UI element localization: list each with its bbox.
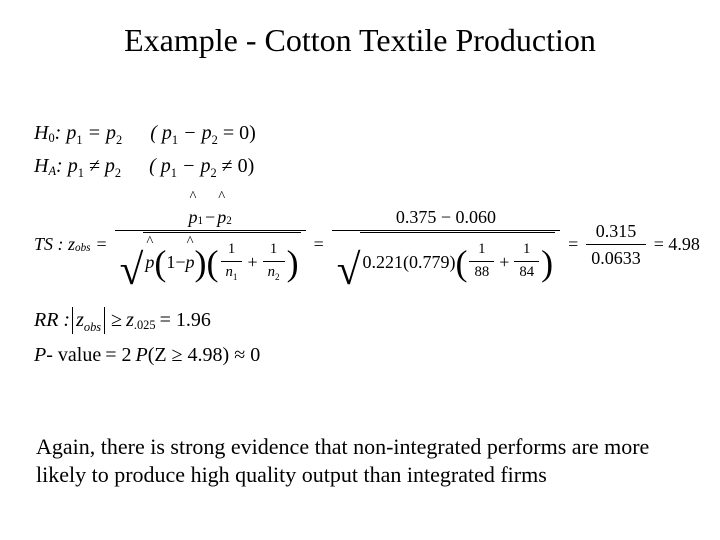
rr-eqval: = 1.96 xyxy=(160,307,211,334)
p-value: P - value = 2P(Z ≥ 4.98) ≈ 0 xyxy=(34,342,700,369)
den-plus: + xyxy=(247,250,257,274)
hypothesis-ha: HA : p1 ≠ p2 ( p1 − p2 ≠ 0) xyxy=(34,153,700,180)
pv-P: P xyxy=(34,342,46,369)
frac2d-n: n xyxy=(268,264,275,280)
sqrt-symbolic: √ ^p (1−^p) ( 1 n1 + 1 n2 xyxy=(120,232,301,284)
ts-eq1: = xyxy=(97,232,107,256)
mid-den-a: 0.221(0.779) xyxy=(362,250,455,274)
rr-ge: ≥ xyxy=(111,307,122,334)
ts-frac-right: 0.315 0.0633 xyxy=(586,218,646,272)
ts-eq2: = xyxy=(314,232,324,256)
rejection-region: RR : zobs ≥ z.025 = 1.96 xyxy=(34,307,700,334)
mid-f2n: 1 xyxy=(518,239,535,261)
mid-f1n: 1 xyxy=(473,239,490,261)
mid-numer: 0.375 − 0.060 xyxy=(391,204,501,230)
h0-p1: : p xyxy=(55,122,77,144)
phat1: p xyxy=(188,207,197,227)
ha-p1s: 1 xyxy=(78,166,84,180)
ha-paren-min: − p xyxy=(177,155,211,177)
slide-title: Example - Cotton Textile Production xyxy=(0,22,720,59)
ha-ne: ≠ p xyxy=(84,155,115,177)
h0-p2s: 2 xyxy=(116,133,122,147)
h0-paren-s1: 1 xyxy=(172,133,178,147)
h0-sub: 0 xyxy=(48,130,54,147)
frac1d-n: n xyxy=(226,264,233,280)
h0-body: : p1 = p2 xyxy=(55,120,123,147)
phat-pool: p xyxy=(145,252,154,272)
h0-paren-end: = 0) xyxy=(218,122,256,144)
ha-H: H xyxy=(34,153,48,180)
ts-frac-symbolic: ^p1 − ^p2 √ ^p (1−^p) ( 1 n1 + xyxy=(115,204,306,285)
phat2: p xyxy=(217,207,226,227)
pv-eq: = 2 xyxy=(105,342,131,369)
mid-f2d: 84 xyxy=(514,261,539,284)
ha-p2s: 2 xyxy=(115,166,121,180)
ts-label: TS : z xyxy=(34,232,75,256)
pv-Psym: P xyxy=(135,342,147,369)
conclusion-text: Again, there is strong evidence that non… xyxy=(36,433,684,490)
ha-paren-s1: 1 xyxy=(171,166,177,180)
ts-obs: obs xyxy=(75,241,91,256)
math-block: H0 : p1 = p2 ( p1 − p2 = 0) HA : p1 ≠ p2… xyxy=(34,120,700,375)
phat1s: 1 xyxy=(197,214,203,229)
ha-paren-end: ≠ 0) xyxy=(217,155,255,177)
sqrt-numeric: √ 0.221(0.779) ( 1 88 + 1 84 ) xyxy=(337,232,555,284)
rr-crit-sub: .025 xyxy=(134,317,156,334)
frac1n: 1 xyxy=(223,239,240,261)
ha-paren-s2: 2 xyxy=(210,166,216,180)
rr-obs: obs xyxy=(84,320,101,334)
h0-H: H xyxy=(34,120,48,147)
ha-paren-l: ( p xyxy=(149,155,171,177)
ts-frac-numeric: 0.375 − 0.060 √ 0.221(0.779) ( 1 88 + 1 xyxy=(332,204,560,285)
hypothesis-h0: H0 : p1 = p2 ( p1 − p2 = 0) xyxy=(34,120,700,147)
test-statistic: TS : zobs = ^p1 − ^p2 √ ^p (1−^p) ( 1 xyxy=(34,204,700,285)
ts-num-minus: − xyxy=(205,205,215,229)
h0-p1s: 1 xyxy=(76,133,82,147)
one-a: 1 xyxy=(166,250,175,274)
frac2d-s: 2 xyxy=(275,272,280,282)
ha-p1: : p xyxy=(56,155,78,177)
rr-zcrit: z xyxy=(126,307,134,334)
h0-paren-min: − p xyxy=(178,122,212,144)
right-den: 0.0633 xyxy=(586,244,646,271)
rr-z: z xyxy=(76,309,84,331)
pv-rest: - value xyxy=(46,342,101,369)
mid-f1d: 88 xyxy=(469,261,494,284)
mid-plus: + xyxy=(499,250,509,274)
h0-eq: = p xyxy=(83,122,117,144)
ha-body: : p1 ≠ p2 xyxy=(56,153,121,180)
h0-paren: ( p1 − p2 = 0) xyxy=(150,120,256,147)
frac2n: 1 xyxy=(265,239,282,261)
h0-paren-l: ( p xyxy=(150,122,172,144)
ha-sub: A xyxy=(48,163,56,180)
rr-abs: zobs xyxy=(72,307,105,334)
ts-result: = 4.98 xyxy=(654,232,700,256)
ts-eq3: = xyxy=(568,232,578,256)
phat2s: 2 xyxy=(226,214,232,229)
phat-pool2: p xyxy=(186,252,195,272)
frac1d-s: 1 xyxy=(233,272,238,282)
h0-paren-s2: 2 xyxy=(212,133,218,147)
pv-paren: (Z ≥ 4.98) ≈ 0 xyxy=(148,342,261,369)
rr-label: RR : xyxy=(34,307,70,334)
ha-paren: ( p1 − p2 ≠ 0) xyxy=(149,153,254,180)
right-num: 0.315 xyxy=(591,218,642,244)
